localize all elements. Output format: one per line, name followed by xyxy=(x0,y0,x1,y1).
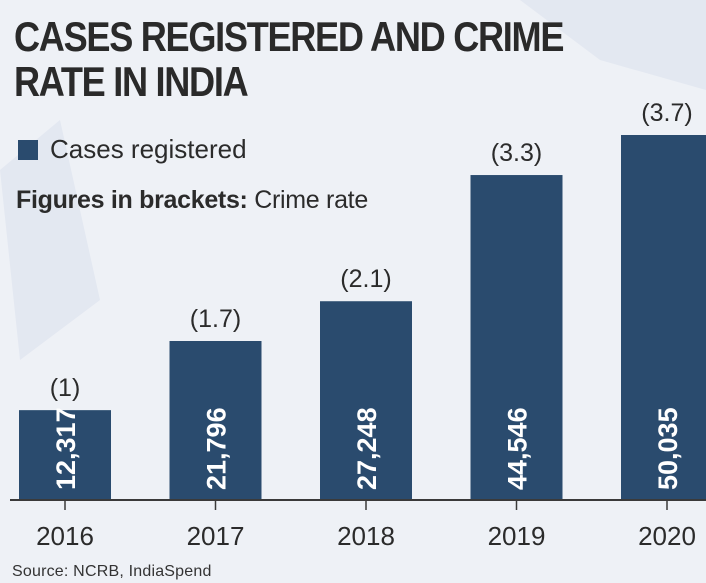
legend-label: Cases registered xyxy=(50,134,247,164)
bar-2017 xyxy=(169,341,262,500)
legend: Cases registered xyxy=(18,134,247,165)
x-tick-label-2020: 2020 xyxy=(638,521,696,551)
bar-value-label-2020: 50,035 xyxy=(653,407,683,490)
crime-rate-label-2016: (1) xyxy=(50,374,81,402)
note-bold: Figures in brackets: xyxy=(16,186,248,214)
watermark-shape-right xyxy=(520,0,706,90)
bar-2019 xyxy=(470,175,563,500)
x-tick-label-2017: 2017 xyxy=(187,521,245,551)
crime-rate-label-2018: (2.1) xyxy=(340,265,391,293)
bar-value-label-2016: 12,317 xyxy=(51,407,81,490)
crime-rate-label-2017: (1.7) xyxy=(190,305,241,333)
crime-rate-label-2019: (3.3) xyxy=(491,139,542,167)
chart-title: CASES REGISTERED AND CRIME RATE IN INDIA xyxy=(14,13,564,105)
crime-rate-note: Figures in brackets: Crime rate xyxy=(16,186,368,215)
x-tick-label-2016: 2016 xyxy=(36,521,94,551)
bar-value-label-2019: 44,546 xyxy=(503,407,533,490)
bar-2016 xyxy=(19,410,111,500)
bar-2018 xyxy=(320,301,412,500)
note-text: Crime rate xyxy=(254,186,368,214)
x-tick-label-2018: 2018 xyxy=(337,521,395,551)
bar-value-label-2017: 21,796 xyxy=(202,407,232,490)
crime-rate-label-2020: (3.7) xyxy=(641,99,692,127)
legend-swatch xyxy=(18,139,38,160)
source-credit: Source: NCRB, IndiaSpend xyxy=(12,563,212,580)
watermark-shape-left xyxy=(0,120,100,360)
x-tick-label-2019: 2019 xyxy=(488,521,546,551)
bar-value-label-2018: 27,248 xyxy=(352,407,382,490)
bar-2020 xyxy=(621,135,706,500)
